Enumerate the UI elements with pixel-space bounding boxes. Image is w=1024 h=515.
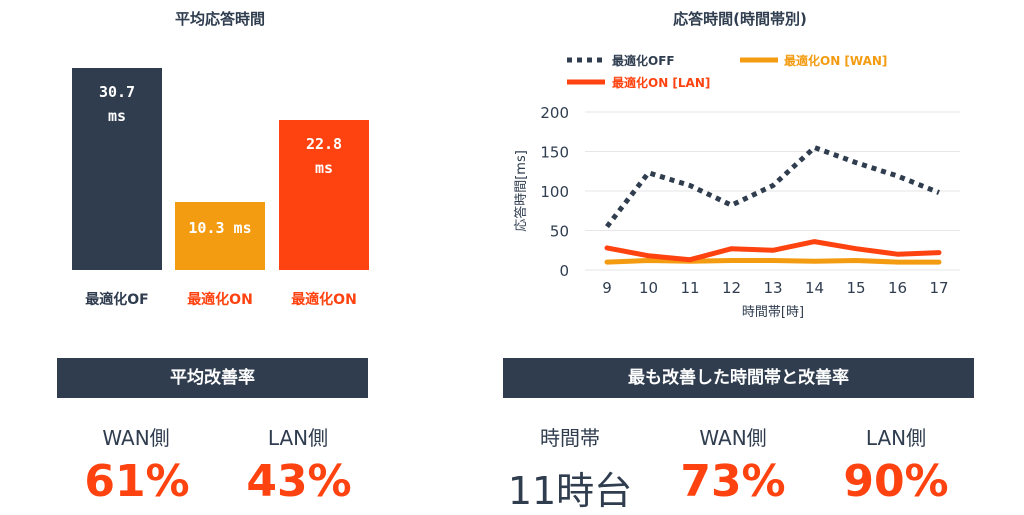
bar-2 (279, 120, 369, 270)
legend-label-1: 最適化ON [WAN] (784, 53, 887, 68)
x-tick-label-1: 10 (639, 279, 658, 297)
bar-1 (175, 202, 265, 270)
x-tick-label-8: 17 (929, 279, 948, 297)
x-axis-label: 時間帯[時] (742, 305, 804, 320)
legend-label-2: 最適化ON [LAN] (612, 75, 710, 90)
lan-side-label: LAN側 (267, 426, 329, 450)
bar-category-label-2: 最適化ON (291, 292, 357, 308)
x-tick-label-5: 14 (805, 279, 824, 297)
bar-category-label-0: 最適化OF (85, 292, 149, 308)
y-tick-label-1: 50 (550, 223, 569, 241)
x-tick-label-2: 11 (680, 279, 699, 297)
x-tick-label-4: 13 (763, 279, 782, 297)
wan-side-label: WAN側 (102, 426, 170, 450)
series-line-2 (604, 239, 942, 263)
timeslot-label: 時間帯 (540, 426, 600, 450)
lan-improvement-value: 43% (246, 456, 352, 507)
right-wan-side-label: WAN側 (699, 426, 767, 450)
series-line-1 (604, 258, 942, 265)
bar-value-label-0: 30.7 ms (98, 83, 136, 126)
y-tick-label-2: 100 (540, 183, 569, 201)
y-tick-label-3: 150 (540, 144, 569, 162)
bar-chart-title: 平均応答時間 (174, 10, 265, 28)
y-tick-label-0: 0 (559, 262, 569, 280)
series-line-0 (605, 145, 940, 229)
x-tick-label-0: 9 (602, 279, 612, 297)
best-timeslot-value: 11時台 (507, 469, 633, 513)
right-lan-side-label: LAN側 (865, 426, 927, 450)
wan-improvement-value: 61% (84, 456, 190, 507)
average-improvement-banner: 平均改善率 (57, 358, 368, 398)
bar-category-label-1: 最適化ON (187, 292, 253, 308)
line-chart-title: 応答時間(時間帯別) (673, 10, 807, 28)
best-wan-improvement-value: 73% (680, 456, 786, 507)
best-timeslot-banner: 最も改善した時間帯と改善率 (503, 358, 974, 398)
bar-0 (72, 68, 162, 270)
best-lan-improvement-value: 90% (843, 456, 949, 507)
line-chart: 0 50 100 150 200 9 10 11 12 13 14 15 16 17 時間帯[時] 応答時間[… (513, 53, 960, 320)
bar-value-label-2: 22.8 ms (305, 135, 343, 178)
legend-label-0: 最適化OFF (612, 53, 675, 68)
y-axis-label: 応答時間[ms] (513, 150, 529, 232)
y-tick-label-4: 200 (540, 104, 569, 122)
x-tick-label-6: 15 (846, 279, 865, 297)
x-tick-label-7: 16 (888, 279, 907, 297)
bar-value-label-1: 10.3 ms (188, 219, 252, 238)
x-tick-label-3: 12 (722, 279, 741, 297)
